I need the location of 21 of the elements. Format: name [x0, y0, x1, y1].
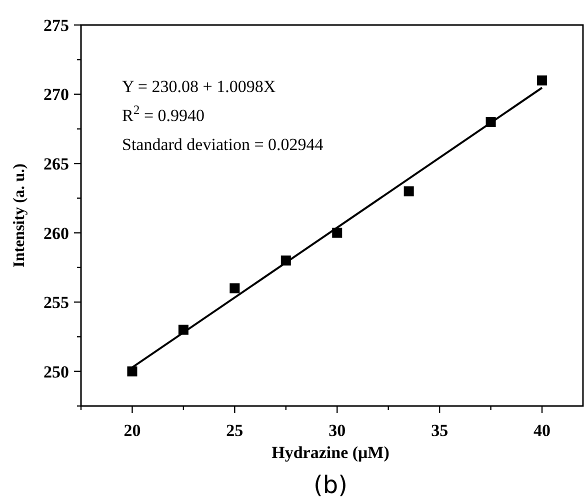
- annotation: R$^{2}$ = 0.9940: [122, 103, 205, 125]
- text: (b): [314, 471, 348, 499]
- point: [230, 283, 240, 294]
- x-tick-label: 40: [534, 421, 551, 440]
- x-tick-label: 20: [124, 421, 141, 440]
- y-tick-label: 270: [44, 85, 69, 104]
- x-tick-label: 30: [328, 421, 346, 440]
- point: [404, 186, 414, 196]
- y-tick-label: 255: [44, 293, 69, 312]
- annotation: Standard deviation = 0.02944: [122, 135, 324, 154]
- annotation: Y = 230.08 + 1.0098X: [122, 77, 276, 96]
- y-tick-label: 275: [44, 16, 69, 35]
- x-tick-label: 35: [431, 421, 448, 440]
- y-tick-label: 265: [44, 154, 69, 174]
- x-tick-label: 25: [226, 421, 244, 440]
- y-axis-title: Intensity (a. u.): [11, 163, 28, 268]
- point: [537, 75, 548, 86]
- x-axis-title: Hydrazine (μM): [272, 443, 390, 462]
- y-tick-label: 260: [44, 224, 69, 243]
- y-tick-label: 250: [44, 362, 69, 382]
- point: [127, 366, 138, 376]
